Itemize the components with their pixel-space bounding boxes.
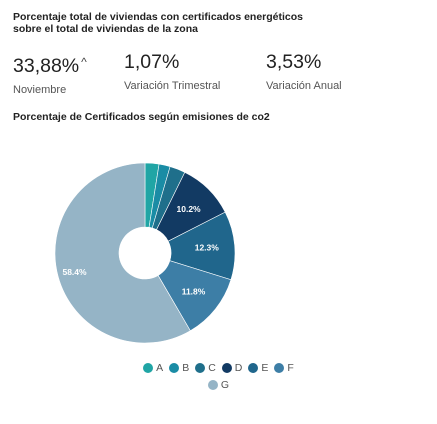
legend-marker (195, 363, 206, 373)
kpi-quarterly-value: 1,07% (124, 51, 180, 73)
kpi-month: 33,88% ^ Noviembre (13, 50, 87, 97)
legend-item-e[interactable]: E (248, 362, 268, 374)
legend-marker (248, 363, 259, 373)
kpi-annual-value: 3,53% (266, 51, 322, 73)
legend-item-f[interactable]: F (274, 362, 294, 374)
data-label-f: 11.8% (182, 287, 206, 297)
kpi-quarterly-label: Variación Trimestral (124, 80, 221, 92)
legend-item-d[interactable]: D (221, 362, 243, 374)
legend-label: D (234, 362, 243, 374)
kpi-month-value: 33,88% (13, 55, 80, 77)
legend-label: C (208, 362, 216, 374)
legend-item-c[interactable]: C (195, 362, 216, 374)
legend-label: F (287, 362, 294, 374)
kpi-annual: 3,53% Variación Anual (266, 50, 342, 93)
legend-label: G (220, 379, 230, 391)
legend-item-a[interactable]: A (143, 362, 163, 374)
kpi-month-label: Noviembre (13, 84, 67, 96)
chart-title: Porcentaje de Certificados según emision… (13, 111, 270, 123)
chart-card-header: Porcentaje total de viviendas con certif… (13, 11, 313, 35)
legend-marker (207, 380, 218, 390)
kpi-quarterly: 1,07% Variación Trimestral (124, 50, 220, 93)
legend-label: B (182, 362, 190, 374)
header-title: Porcentaje total de viviendas con certif… (13, 11, 304, 35)
legend-row: G (0, 379, 437, 391)
legend-item-g[interactable]: G (207, 379, 230, 391)
legend-marker (274, 363, 285, 373)
legend-item-b[interactable]: B (169, 362, 189, 374)
legend-label: E (261, 362, 269, 374)
kpi-row: 33,88% ^ Noviembre 1,07% Variación Trimes… (13, 50, 423, 96)
legend-row: A B C D E F (0, 362, 437, 374)
legend-label: A (156, 362, 164, 374)
slice-g[interactable] (54, 162, 191, 344)
data-label-d: 10.2% (177, 204, 202, 214)
data-label-g: 58.4% (62, 267, 87, 277)
data-label-e: 12.3% (195, 243, 220, 253)
legend-marker (143, 363, 154, 373)
trend-up-icon: ^ (81, 55, 87, 69)
legend-marker (221, 363, 232, 373)
kpi-annual-label: Variación Anual (266, 80, 342, 92)
legend-marker (169, 363, 180, 373)
chart-legend: A B C D E F G (0, 362, 437, 391)
